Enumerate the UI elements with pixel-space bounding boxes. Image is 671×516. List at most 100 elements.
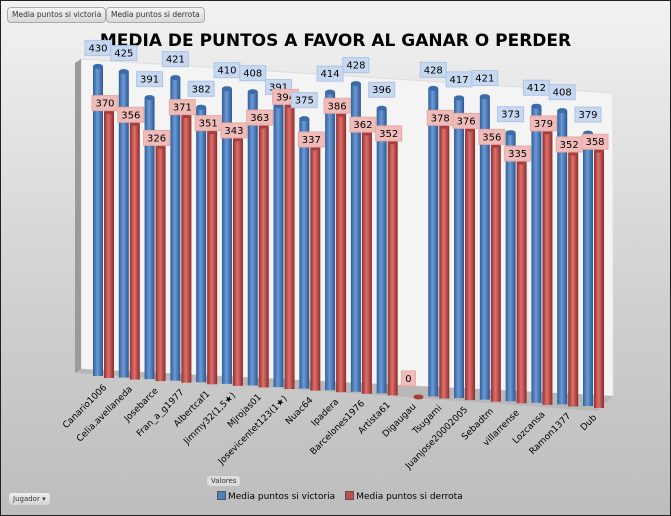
data-label: 375 <box>295 96 314 107</box>
data-label-bg <box>529 115 557 132</box>
bar-top <box>557 108 568 114</box>
data-label-bg <box>342 57 370 74</box>
data-label: 352 <box>560 140 579 151</box>
data-label: 352 <box>379 129 398 140</box>
data-label: 335 <box>508 149 527 160</box>
legend-item-victoria: Media puntos si victoria <box>217 491 335 502</box>
field-button-derrota[interactable]: Media puntos si derrota <box>106 7 205 23</box>
derrota-bar <box>387 141 398 396</box>
chart-title: MEDIA DE PUNTOS A FAVOR AL GANAR O PERDE… <box>99 31 572 51</box>
data-label-bg <box>239 65 267 82</box>
field-button-victoria[interactable]: Media puntos si victoria <box>7 7 107 23</box>
victoria-bar <box>93 66 103 377</box>
data-label-bg <box>574 106 602 123</box>
victoria-bar <box>583 133 593 406</box>
data-label: 351 <box>199 119 218 130</box>
data-label: 370 <box>95 99 114 110</box>
data-label-bg <box>349 116 377 133</box>
victoria-bar <box>479 96 490 400</box>
data-label: 379 <box>534 119 553 130</box>
bar-top <box>247 89 258 95</box>
data-label: 363 <box>250 113 269 124</box>
derrota-bar <box>439 126 450 399</box>
victoria-bar <box>325 92 336 391</box>
bar-top <box>221 86 232 92</box>
data-label-bg <box>497 106 525 123</box>
bar-top <box>505 130 516 136</box>
derrota-bar <box>361 133 372 394</box>
data-label: 326 <box>147 133 166 144</box>
bar-top <box>118 69 129 75</box>
data-label-bg <box>187 80 215 97</box>
legend-swatch-icon <box>217 491 226 500</box>
jugador-filter-button[interactable]: Jugador ▾ <box>9 493 50 505</box>
derrota-bar <box>310 147 321 391</box>
bar-top <box>428 85 439 91</box>
derrota-bar <box>413 394 424 400</box>
data-label-bg <box>168 99 196 116</box>
data-label: 430 <box>88 43 107 54</box>
derrota-bar <box>232 138 243 386</box>
data-label-bg <box>375 125 403 142</box>
side-wall <box>75 59 81 373</box>
data-label: 417 <box>450 75 469 86</box>
victoria-bar <box>531 106 542 403</box>
legend-label: Media puntos si victoria <box>228 492 336 502</box>
data-label: 358 <box>585 137 604 148</box>
bar-top <box>299 116 310 122</box>
data-label: 425 <box>114 49 133 60</box>
victoria-bar <box>196 107 207 383</box>
data-label-bg <box>316 65 344 82</box>
bar-top <box>196 104 207 110</box>
data-label-bg <box>161 51 189 68</box>
data-label: 412 <box>527 83 546 94</box>
derrota-bar <box>104 111 114 378</box>
data-label-bg <box>297 131 325 148</box>
valores-field-button[interactable]: Valores <box>207 476 241 486</box>
data-label-bg <box>143 129 171 146</box>
data-label-bg <box>581 133 609 150</box>
victoria-bar <box>221 88 232 384</box>
data-label: 421 <box>166 55 185 66</box>
derrota-bar <box>207 131 218 385</box>
victoria-bar <box>505 132 516 402</box>
derrota-bar <box>465 129 476 401</box>
data-label-bg <box>91 95 119 112</box>
victoria-bar <box>273 105 284 388</box>
data-label-bg <box>110 45 138 62</box>
derrota-bar <box>568 152 579 407</box>
data-label-bg <box>323 97 351 114</box>
derrota-bar <box>516 162 527 404</box>
data-label-bg <box>471 70 499 87</box>
data-label-bg <box>400 370 416 387</box>
victoria-bar <box>376 108 387 394</box>
bar-top <box>376 105 387 111</box>
jugador-label: Jugador <box>13 495 40 503</box>
data-label: 428 <box>346 61 365 72</box>
data-label-bg <box>478 128 506 145</box>
data-label: 371 <box>173 103 192 114</box>
data-label: 356 <box>482 132 501 143</box>
bar-top <box>170 75 181 81</box>
victoria-bar <box>557 110 568 405</box>
victoria-bar <box>144 97 155 380</box>
data-label: 428 <box>424 65 443 76</box>
victoria-bar <box>247 91 258 386</box>
victoria-bar <box>454 97 465 399</box>
bar-top <box>325 89 336 95</box>
data-label: 379 <box>578 110 597 121</box>
data-label-bg <box>220 122 248 139</box>
data-label-bg <box>368 81 396 98</box>
data-label: 382 <box>192 84 211 95</box>
legend-swatch-icon <box>345 491 355 500</box>
data-label: 0 <box>405 374 411 385</box>
derrota-bar <box>594 150 604 409</box>
derrota-bar <box>181 115 192 383</box>
data-label: 373 <box>501 110 520 121</box>
data-label: 408 <box>553 88 572 99</box>
data-label-bg <box>419 61 447 78</box>
data-label-bg <box>548 84 576 101</box>
data-label-bg <box>246 109 274 126</box>
bar-top <box>479 94 490 100</box>
